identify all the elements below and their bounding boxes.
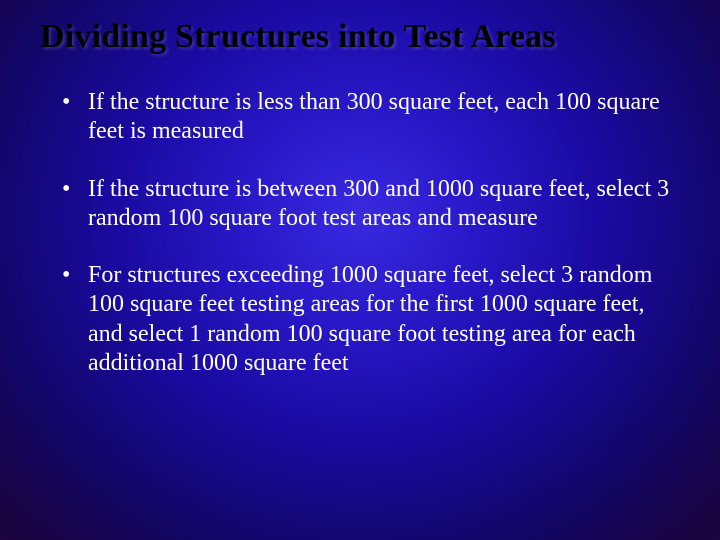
slide-title: Dividing Structures into Test Areas (40, 18, 680, 56)
bullet-item: If the structure is between 300 and 1000… (68, 175, 680, 234)
bullet-item: For structures exceeding 1000 square fee… (68, 261, 680, 378)
bullet-item: If the structure is less than 300 square… (68, 88, 680, 147)
slide: Dividing Structures into Test Areas If t… (0, 0, 720, 540)
bullet-list: If the structure is less than 300 square… (40, 88, 680, 378)
